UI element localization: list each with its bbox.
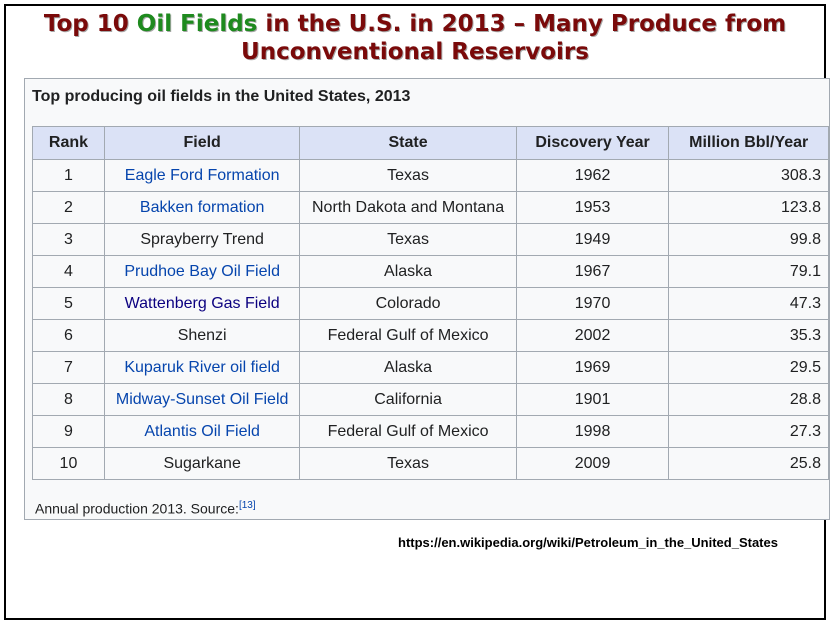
table-row: 1 Eagle Ford Formation Texas 1962 308.3 bbox=[32, 159, 829, 192]
cell-production: 28.8 bbox=[668, 383, 829, 416]
header-field[interactable]: Field bbox=[103, 126, 301, 160]
cell-production: 99.8 bbox=[668, 223, 829, 256]
field-link[interactable]: Eagle Ford Formation bbox=[124, 166, 280, 184]
field-link[interactable]: Bakken formation bbox=[139, 198, 265, 216]
cell-rank: 9 bbox=[32, 415, 105, 448]
table-row: 9 Atlantis Oil Field Federal Gulf of Mex… bbox=[32, 415, 829, 448]
cell-year: 2009 bbox=[515, 447, 670, 480]
field-link[interactable]: Atlantis Oil Field bbox=[144, 422, 260, 440]
cell-production: 25.8 bbox=[668, 447, 829, 480]
table-row: 7 Kuparuk River oil field Alaska 1969 29… bbox=[32, 351, 829, 384]
table-caption: Top producing oil fields in the United S… bbox=[32, 88, 411, 105]
field-link[interactable]: Prudhoe Bay Oil Field bbox=[124, 262, 280, 280]
cell-year: 1970 bbox=[515, 287, 670, 320]
cell-production: 29.5 bbox=[668, 351, 829, 384]
table-row: 5 Wattenberg Gas Field Colorado 1970 47.… bbox=[32, 287, 829, 320]
cell-state: Texas bbox=[299, 447, 517, 480]
cell-rank: 8 bbox=[32, 383, 105, 416]
title-oil-fields: Oil Fields bbox=[136, 11, 258, 37]
cell-state: Federal Gulf of Mexico bbox=[299, 319, 517, 352]
cell-state: Federal Gulf of Mexico bbox=[299, 415, 517, 448]
cell-production: 308.3 bbox=[668, 159, 829, 192]
source-url: https://en.wikipedia.org/wiki/Petroleum_… bbox=[398, 535, 778, 550]
cell-rank: 1 bbox=[32, 159, 105, 192]
cell-production: 79.1 bbox=[668, 255, 829, 288]
title-part-1: Top 10 bbox=[43, 11, 137, 37]
title-line-2: Unconventional Reservoirs bbox=[241, 39, 589, 65]
table-row: 2 Bakken formation North Dakota and Mont… bbox=[32, 191, 829, 224]
cell-production: 47.3 bbox=[668, 287, 829, 320]
table-row: 3 Sprayberry Trend Texas 1949 99.8 bbox=[32, 223, 829, 256]
table-row: 8 Midway-Sunset Oil Field California 190… bbox=[32, 383, 829, 416]
cell-state: Alaska bbox=[299, 351, 517, 384]
cell-state: Colorado bbox=[299, 287, 517, 320]
cell-rank: 10 bbox=[32, 447, 105, 480]
cell-year: 1998 bbox=[515, 415, 670, 448]
table-footnote: Annual production 2013. Source:[13] bbox=[35, 500, 256, 517]
cell-year: 1953 bbox=[515, 191, 670, 224]
cell-year: 1969 bbox=[515, 351, 670, 384]
cell-state: Texas bbox=[299, 159, 517, 192]
cell-state: North Dakota and Montana bbox=[299, 191, 517, 224]
cell-state: Alaska bbox=[299, 255, 517, 288]
title-part-3: in the U.S. in 2013 – Many Produce from bbox=[257, 11, 787, 37]
footnote-reference-link[interactable]: [13] bbox=[238, 500, 256, 511]
oil-fields-table: Rank Field State Discovery Year Million … bbox=[32, 126, 829, 480]
cell-production: 27.3 bbox=[668, 415, 829, 448]
cell-rank: 5 bbox=[32, 287, 105, 320]
table-panel: Top producing oil fields in the United S… bbox=[24, 78, 830, 520]
header-rank[interactable]: Rank bbox=[32, 126, 105, 160]
field-link[interactable]: Kuparuk River oil field bbox=[124, 358, 280, 376]
table-row: 4 Prudhoe Bay Oil Field Alaska 1967 79.1 bbox=[32, 255, 829, 288]
cell-field: Sugarkane bbox=[103, 447, 301, 480]
table-row: 6 Shenzi Federal Gulf of Mexico 2002 35.… bbox=[32, 319, 829, 352]
cell-state: Texas bbox=[299, 223, 517, 256]
slide-title: Top 10 Oil Fields in the U.S. in 2013 – … bbox=[4, 10, 826, 66]
cell-production: 123.8 bbox=[668, 191, 829, 224]
field-link[interactable]: Wattenberg Gas Field bbox=[124, 294, 280, 312]
footnote-text: Annual production 2013. Source: bbox=[35, 500, 239, 517]
cell-year: 1962 bbox=[515, 159, 670, 192]
table-header-row: Rank Field State Discovery Year Million … bbox=[32, 126, 829, 160]
cell-year: 1949 bbox=[515, 223, 670, 256]
cell-production: 35.3 bbox=[668, 319, 829, 352]
header-discovery-year[interactable]: Discovery Year bbox=[515, 126, 670, 160]
cell-year: 1967 bbox=[515, 255, 670, 288]
cell-state: California bbox=[299, 383, 517, 416]
cell-rank: 3 bbox=[32, 223, 105, 256]
header-state[interactable]: State bbox=[299, 126, 517, 160]
cell-field: Sprayberry Trend bbox=[103, 223, 301, 256]
cell-rank: 2 bbox=[32, 191, 105, 224]
cell-rank: 4 bbox=[32, 255, 105, 288]
cell-year: 1901 bbox=[515, 383, 670, 416]
cell-field: Shenzi bbox=[103, 319, 301, 352]
cell-year: 2002 bbox=[515, 319, 670, 352]
cell-rank: 6 bbox=[32, 319, 105, 352]
cell-rank: 7 bbox=[32, 351, 105, 384]
field-link[interactable]: Midway-Sunset Oil Field bbox=[115, 390, 289, 408]
header-production[interactable]: Million Bbl/Year bbox=[668, 126, 829, 160]
table-row: 10 Sugarkane Texas 2009 25.8 bbox=[32, 447, 829, 480]
